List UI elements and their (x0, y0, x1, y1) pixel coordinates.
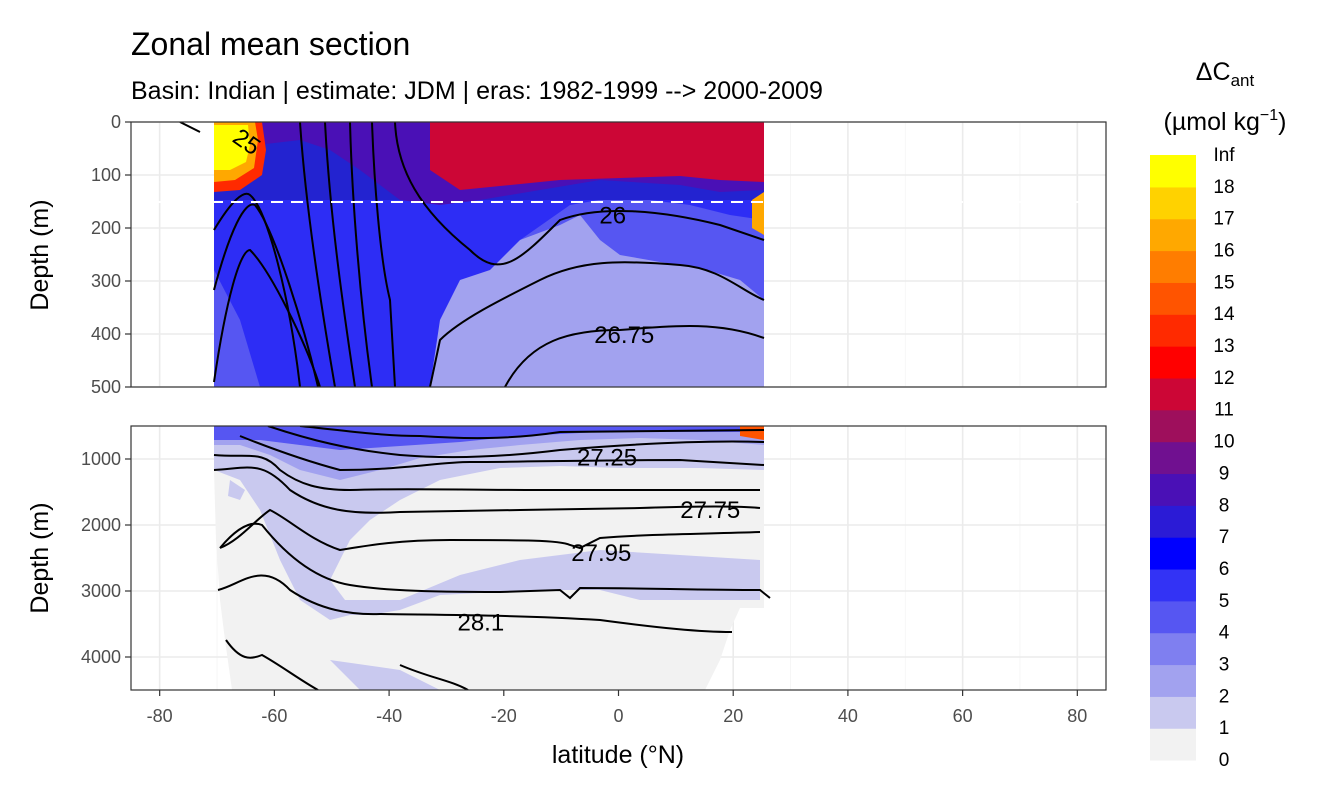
x-tick-label: -40 (376, 706, 402, 726)
upper-field (214, 122, 764, 387)
upper-y-ticks: 0 100 200 300 400 500 (91, 112, 131, 397)
lower-panel: 1000 2000 3000 4000 (81, 425, 1107, 691)
legend-level-label: 5 (1219, 591, 1230, 612)
legend-color-band (1150, 505, 1196, 538)
legend-level-label: Inf (1213, 145, 1235, 166)
legend-color-band (1150, 282, 1196, 315)
legend-color-band (1150, 568, 1196, 602)
legend-level-label: 9 (1219, 463, 1230, 484)
contour-label: 27.25 (577, 444, 637, 471)
legend-color-band (1150, 473, 1196, 506)
contour-label: 27.75 (680, 497, 740, 524)
legend-level-label: 15 (1213, 272, 1234, 293)
legend-units-main: (µmol kg (1164, 108, 1260, 136)
legend-color-band (1150, 441, 1196, 475)
legend-level-label: 6 (1219, 559, 1230, 580)
legend-color-band (1150, 632, 1196, 666)
y-tick-label: 1000 (81, 449, 121, 469)
legend-level-label: 16 (1213, 241, 1234, 262)
legend-units-sup: −1 (1260, 107, 1278, 124)
upper-panel-border (130, 121, 1107, 388)
x-axis-label: latitude (°N) (552, 741, 684, 769)
x-axis-ticks: -80 -60 -40 -20 0 20 40 60 80 (147, 690, 1087, 726)
legend-level-label: 11 (1214, 400, 1234, 421)
legend-color-band (1150, 346, 1196, 379)
legend-color-band (1150, 377, 1196, 411)
legend-color-band (1150, 218, 1196, 252)
legend-title-main: ΔC (1196, 58, 1231, 86)
legend-level-label: 2 (1219, 686, 1230, 707)
upper-contours (179, 122, 765, 387)
y-tick-label: 200 (91, 218, 121, 238)
x-tick-label: 20 (723, 706, 743, 726)
y-tick-label: 400 (91, 324, 121, 344)
field-band-18 (214, 125, 250, 170)
chart-subtitle: Basin: Indian | estimate: JDM | eras: 19… (131, 77, 823, 105)
legend-level-label: 8 (1219, 495, 1230, 516)
legend-color-band (1150, 314, 1196, 347)
legend-color-band (1150, 600, 1196, 634)
legend-units: (µmol kg−1) (1164, 107, 1287, 136)
contour-label: 26.75 (594, 322, 654, 349)
legend-level-label: 14 (1213, 304, 1235, 325)
legend-level-label: 4 (1219, 623, 1230, 644)
legend-level-label: 13 (1213, 336, 1234, 357)
y-tick-label: 3000 (81, 581, 121, 601)
x-tick-label: 0 (613, 706, 623, 726)
legend-level-label: 18 (1213, 177, 1234, 198)
legend: ΔCant (µmol kg−1) 0123456789101112131415… (1150, 58, 1286, 771)
legend-color-band (1150, 155, 1196, 188)
y-tick-label: 500 (91, 377, 121, 397)
y-tick-label: 300 (91, 271, 121, 291)
legend-title-sub: ant (1231, 71, 1255, 90)
legend-color-band (1150, 409, 1196, 443)
legend-color-band (1150, 728, 1196, 761)
y-tick-label: 4000 (81, 647, 121, 667)
x-tick-label: -20 (491, 706, 517, 726)
contour-label: 26 (599, 203, 626, 230)
y-tick-label: 2000 (81, 515, 121, 535)
x-tick-label: 40 (838, 706, 858, 726)
lower-y-ticks: 1000 2000 3000 4000 (81, 449, 131, 667)
upper-panel: 0 100 200 300 400 500 (91, 112, 1107, 397)
legend-color-band (1150, 250, 1196, 283)
x-tick-label: 60 (953, 706, 973, 726)
contour-label: 27.95 (571, 540, 631, 567)
legend-level-label: 1 (1219, 718, 1230, 739)
legend-level-label: 10 (1213, 432, 1234, 453)
legend-level-label: 12 (1213, 368, 1234, 389)
y-tick-label: 0 (111, 112, 121, 132)
legend-level-label: 0 (1219, 750, 1230, 771)
field-band-11 (430, 122, 764, 190)
legend-title: ΔCant (1196, 58, 1255, 90)
contour-label: 28.1 (457, 609, 504, 636)
legend-level-label: 7 (1219, 527, 1230, 548)
legend-level-label: 17 (1213, 209, 1234, 230)
x-tick-label: -60 (261, 706, 287, 726)
legend-color-band (1150, 186, 1196, 220)
field-band-1-deep (330, 660, 440, 690)
y-tick-label: 100 (91, 165, 121, 185)
x-tick-label: 80 (1067, 706, 1087, 726)
legend-color-band (1150, 537, 1196, 570)
legend-units-close: ) (1278, 108, 1286, 136)
chart-title: Zonal mean section (131, 26, 410, 62)
legend-color-band (1150, 696, 1196, 729)
field-band-1-patch (228, 480, 245, 500)
x-tick-label: -80 (147, 706, 173, 726)
legend-color-band (1150, 664, 1196, 697)
lower-contours (213, 426, 771, 690)
y-axis-label-upper: Depth (m) (26, 199, 54, 310)
y-axis-label-lower: Depth (m) (26, 502, 54, 613)
legend-level-label: 3 (1219, 654, 1230, 675)
lower-field (214, 426, 764, 690)
